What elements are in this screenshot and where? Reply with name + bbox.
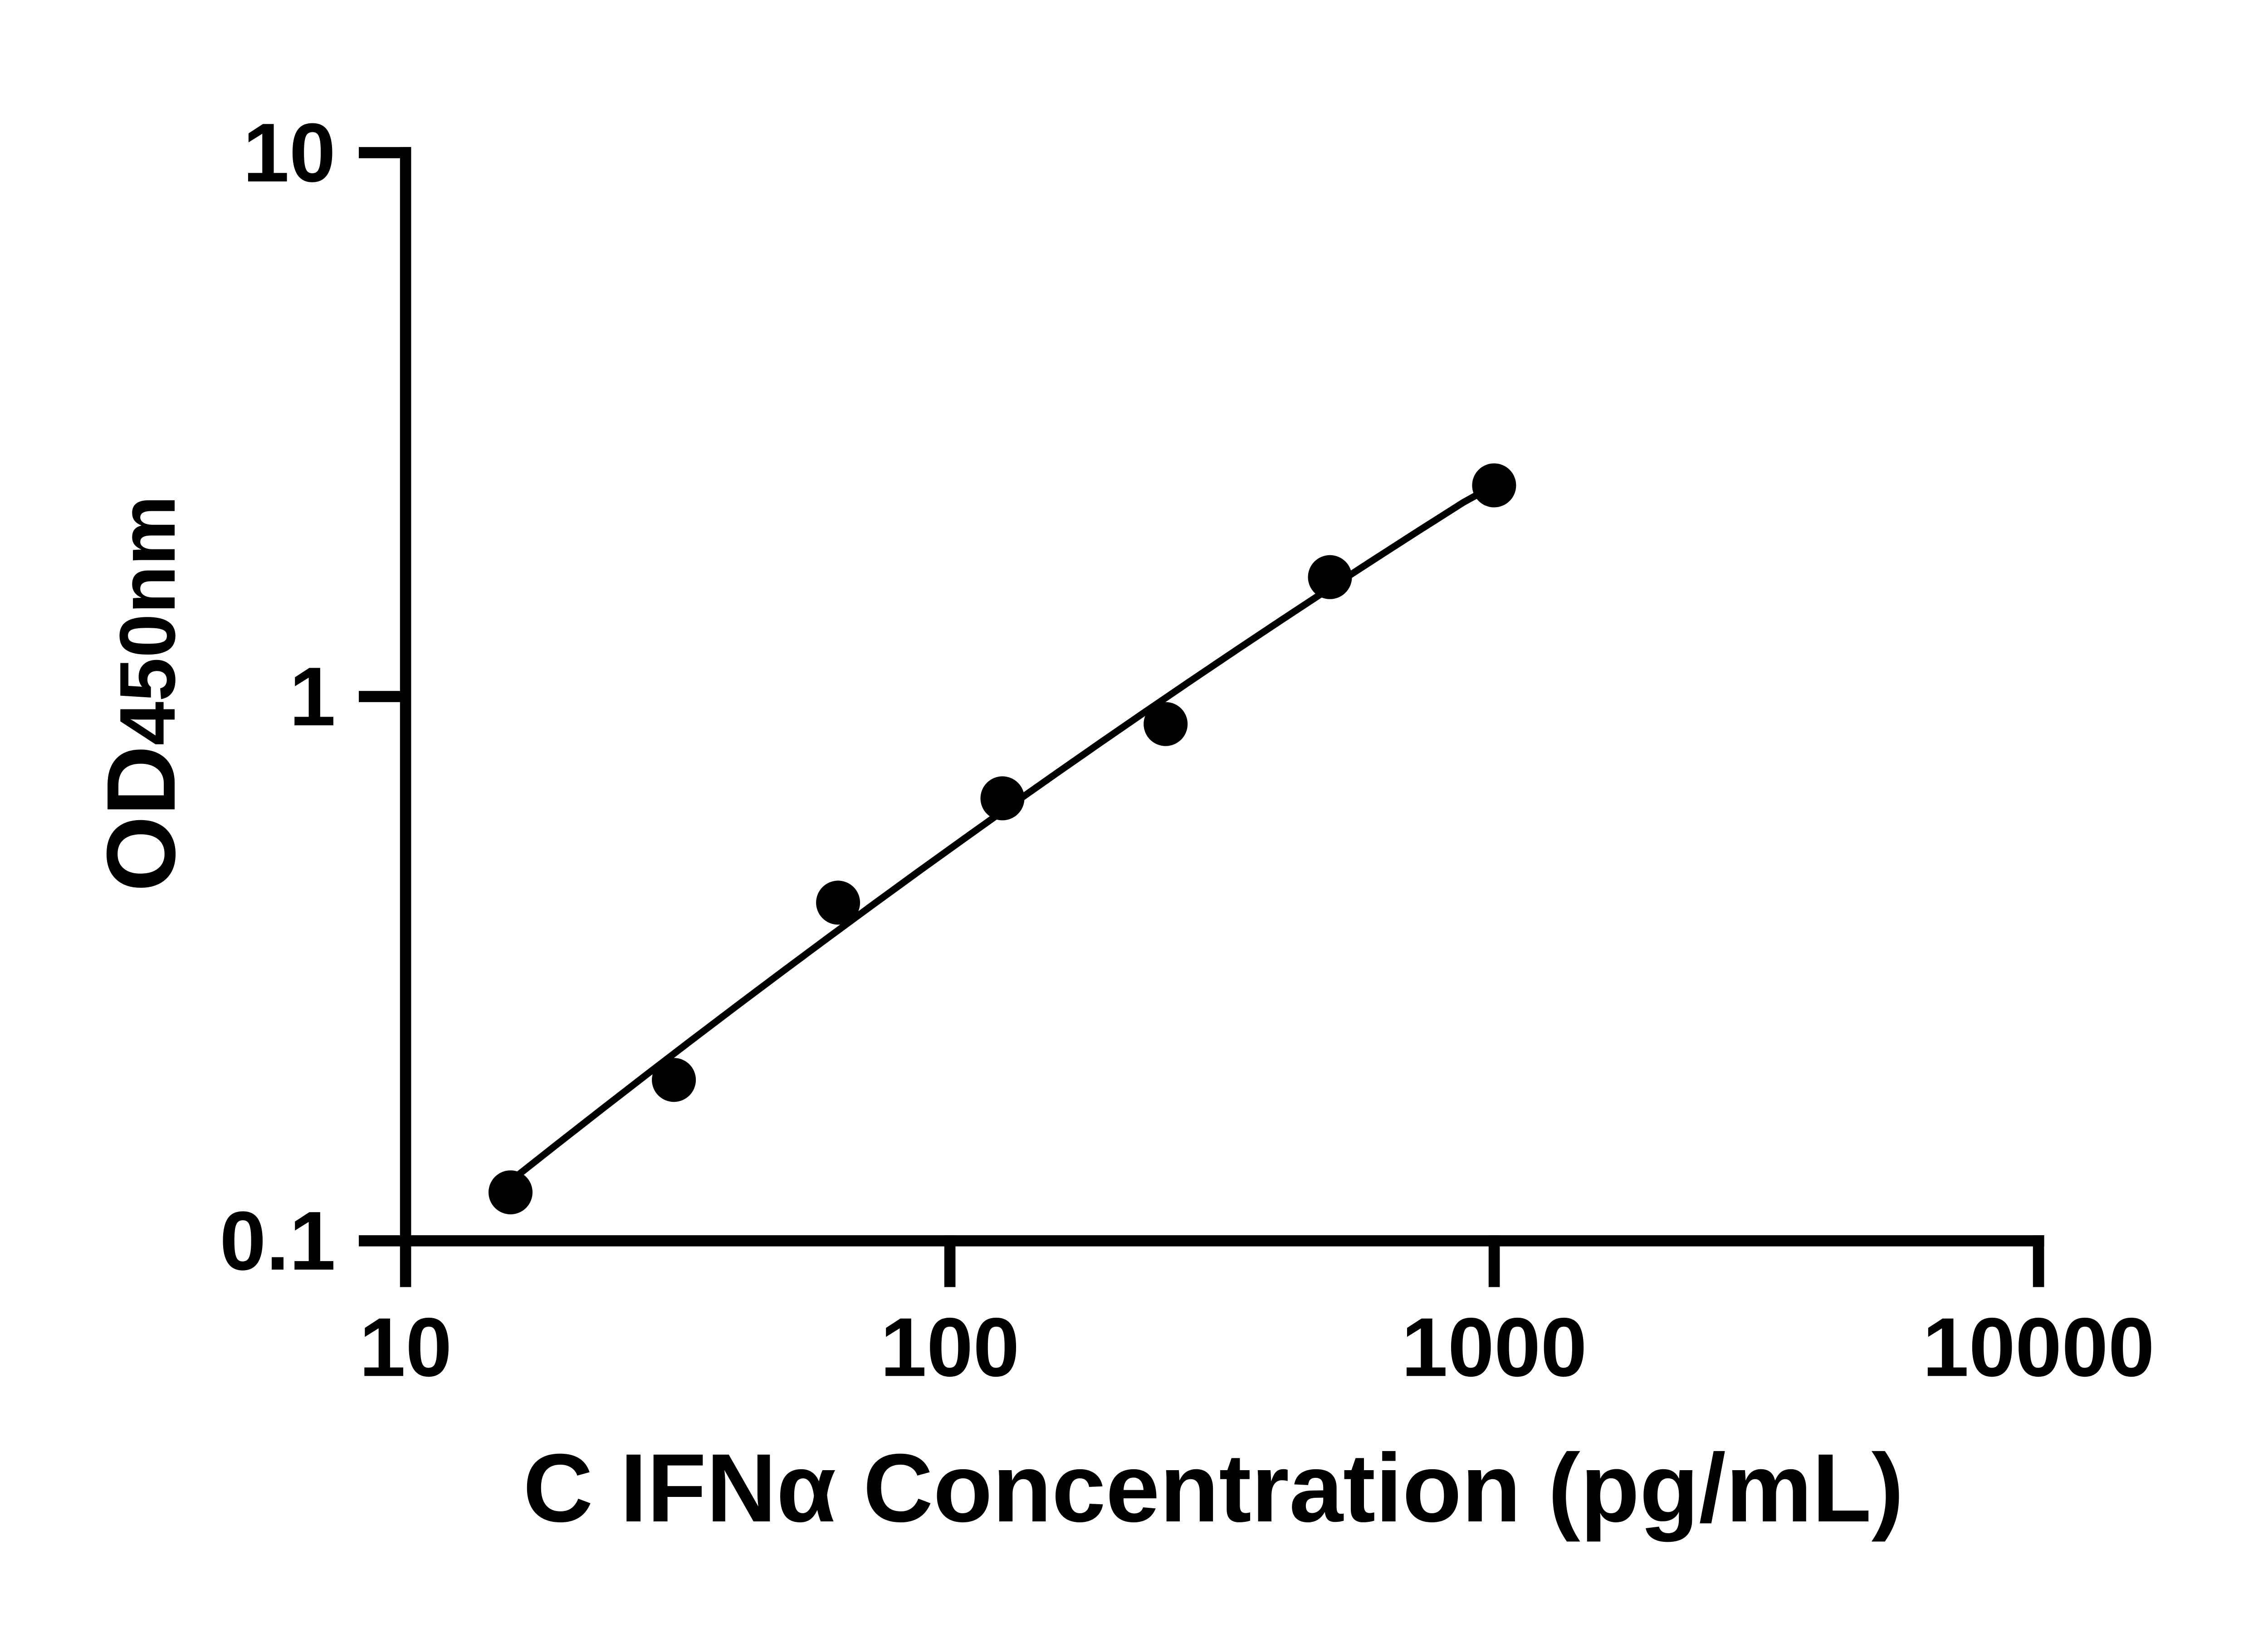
svg-text:10000: 10000	[1922, 1300, 2155, 1393]
svg-text:0.1: 0.1	[220, 1194, 336, 1287]
svg-text:OD450nm: OD450nm	[86, 495, 196, 892]
svg-text:1000: 1000	[1401, 1300, 1587, 1393]
svg-text:1: 1	[289, 650, 336, 743]
svg-text:100: 100	[880, 1300, 1020, 1393]
svg-text:C IFNα Concentration (pg/mL): C IFNα Concentration (pg/mL)	[523, 1434, 1904, 1542]
svg-text:10: 10	[359, 1300, 452, 1393]
svg-text:10: 10	[243, 106, 336, 199]
